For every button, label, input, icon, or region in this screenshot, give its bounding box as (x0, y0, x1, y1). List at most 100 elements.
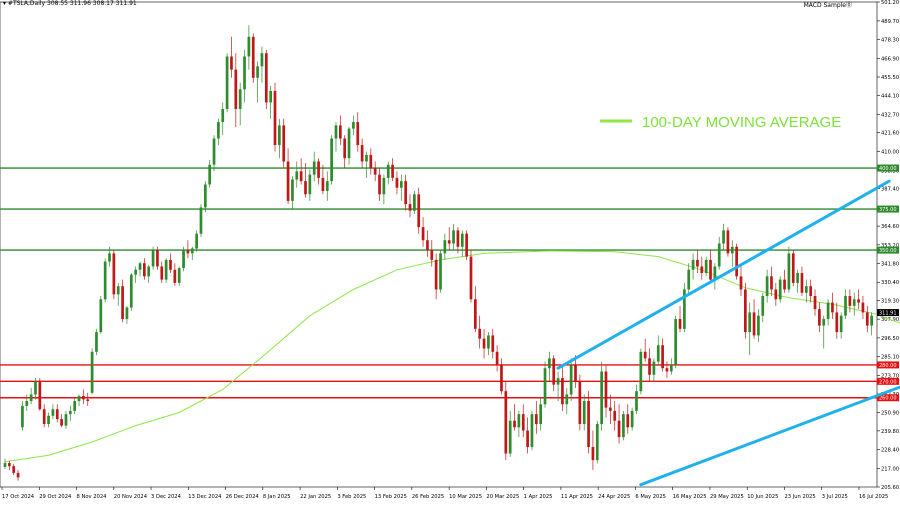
candle-down (160, 266, 164, 280)
candle-down (16, 472, 20, 478)
y-tick-label: 353.20 (881, 243, 899, 249)
y-tick-label: 330.40 (881, 280, 899, 286)
candle-up (21, 405, 24, 428)
candle-up (839, 315, 843, 333)
candle-down (286, 161, 290, 201)
y-tick-label: 307.90 (881, 317, 899, 323)
y-tick-label: 250.90 (881, 411, 899, 417)
candle-down (774, 289, 778, 300)
x-tick-label: 11 Apr 2025 (561, 494, 593, 500)
candle-up (225, 56, 229, 109)
candle-up (460, 233, 464, 247)
candle-down (408, 204, 412, 211)
candle-up (548, 358, 551, 369)
candle-up (151, 250, 155, 267)
x-tick-label: 29 May 2025 (710, 494, 744, 500)
candle-up (34, 381, 37, 395)
candle-down (417, 194, 421, 228)
candle-down (38, 381, 42, 410)
candle-up (195, 233, 198, 249)
candle-down (121, 286, 124, 319)
candle-down (709, 259, 712, 280)
candle-down (661, 345, 664, 369)
candle-up (543, 368, 547, 405)
y-tick-label: 478.30 (881, 38, 899, 44)
candle-up (569, 364, 573, 395)
candle-up (125, 307, 129, 319)
plot-frame (0, 1, 878, 488)
candle-up (116, 286, 120, 295)
x-tick-label: 1 Apr 2025 (524, 494, 553, 500)
candle-down (643, 351, 647, 359)
y-tick-label: 285.10 (881, 355, 899, 361)
candle-up (295, 171, 299, 180)
candle-down (42, 409, 46, 424)
candle-down (426, 240, 429, 251)
candle-up (138, 263, 142, 270)
y-tick-label: 341.80 (881, 262, 899, 268)
candle-up (103, 261, 107, 300)
y-tick-label: 432.70 (881, 112, 899, 118)
x-tick-label: 16 Jul 2025 (859, 494, 888, 500)
level-price-tag (877, 377, 899, 385)
candle-down (469, 256, 473, 300)
candle-down (12, 466, 16, 473)
candle-up (247, 36, 251, 57)
candle-up (399, 181, 403, 188)
y-tick-label: 228.40 (881, 448, 899, 454)
y-tick-label: 455.50 (881, 75, 899, 81)
candle-up (386, 164, 390, 178)
candle-down (791, 253, 795, 283)
ma-legend-label: 100-DAY MOVING AVERAGE (642, 114, 841, 131)
y-tick-label: 273.70 (881, 373, 899, 379)
x-tick-label: 20 Nov 2024 (114, 494, 148, 500)
candle-up (796, 273, 799, 283)
x-tick-label: 23 Jun 2025 (784, 494, 815, 500)
candle-down (273, 90, 277, 146)
candle-up (238, 89, 242, 109)
x-tick-label: 3 Feb 2025 (337, 494, 366, 500)
level-price-tag (877, 361, 899, 369)
candle-down (700, 266, 704, 274)
y-tick-label: 410.00 (881, 150, 899, 156)
candle-up (260, 53, 264, 67)
candle-up (826, 302, 830, 319)
candle-down (251, 36, 255, 78)
y-tick-label: 296.50 (881, 336, 899, 342)
candle-up (199, 207, 203, 234)
candle-up (212, 138, 216, 165)
y-tick-label: 205.60 (881, 485, 899, 491)
candle-down (60, 419, 63, 426)
candle-down (55, 409, 59, 420)
candle-down (143, 263, 146, 277)
y-tick-label: 239.80 (881, 429, 899, 435)
candle-up (595, 423, 599, 461)
x-tick-label: 20 Mar 2025 (486, 494, 519, 500)
x-tick-label: 10 Jun 2025 (747, 494, 778, 500)
candle-up (99, 299, 103, 333)
candle-up (683, 289, 686, 329)
level-price-label: 350.00 (879, 248, 897, 254)
y-tick-label: 501.20 (881, 0, 899, 6)
candle-up (177, 268, 181, 283)
candle-up (787, 253, 791, 290)
candle-up (182, 250, 185, 269)
candle-down (726, 230, 730, 254)
trendline-channel-upper (556, 179, 891, 370)
candle-down (473, 299, 477, 329)
candle-up (203, 184, 207, 208)
candle-up (630, 410, 634, 428)
candle-up (639, 351, 643, 392)
candle-down (574, 364, 577, 382)
candle-down (813, 296, 817, 310)
x-tick-label: 29 Oct 2024 (39, 494, 72, 500)
candle-up (382, 177, 386, 195)
candle-up (147, 266, 151, 277)
candle-up (822, 318, 826, 326)
candle-up (757, 315, 760, 336)
candle-down (360, 145, 364, 162)
x-tick-label: 17 Oct 2024 (2, 494, 35, 500)
y-tick-label: 217.00 (881, 466, 899, 472)
candle-up (365, 154, 368, 162)
